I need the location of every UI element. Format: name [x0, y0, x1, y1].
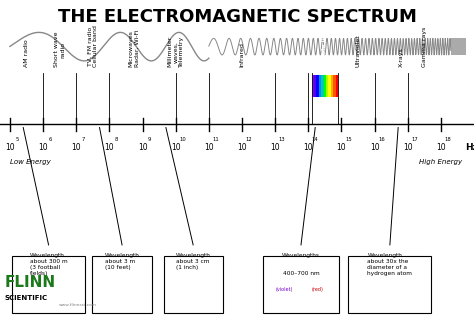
Text: Millimeter
waves,
Telemetry: Millimeter waves, Telemetry [167, 36, 184, 67]
Bar [336, 75, 338, 97]
Text: 10: 10 [403, 143, 412, 151]
Text: Short wave
radio: Short wave radio [54, 32, 65, 67]
Text: 16: 16 [378, 137, 385, 142]
Text: 14: 14 [312, 137, 319, 142]
Text: 17: 17 [411, 137, 418, 142]
FancyBboxPatch shape [12, 256, 85, 313]
Text: 8: 8 [115, 137, 118, 142]
Text: 11: 11 [212, 137, 219, 142]
Text: AM radio: AM radio [24, 40, 29, 67]
Bar [328, 75, 331, 97]
Text: 10: 10 [303, 143, 313, 151]
Text: Wavelengths: Wavelengths [282, 253, 320, 258]
Text: 7: 7 [82, 137, 85, 142]
Bar [314, 75, 317, 97]
FancyBboxPatch shape [263, 256, 339, 313]
Text: Infrared: Infrared [239, 42, 245, 67]
Bar [326, 75, 329, 97]
Bar [331, 75, 334, 97]
Text: 6: 6 [48, 137, 52, 142]
Text: FLINN: FLINN [5, 275, 56, 290]
Bar [319, 75, 321, 97]
Text: 10: 10 [337, 143, 346, 151]
Text: (red): (red) [312, 287, 324, 292]
Text: 10: 10 [436, 143, 446, 151]
Text: Wavelength
about 30x the
diameter of a
hydrogen atom: Wavelength about 30x the diameter of a h… [367, 253, 412, 276]
Text: Gamma rays: Gamma rays [422, 27, 427, 67]
Text: Microwaves
Radar, Wi-Fi: Microwaves Radar, Wi-Fi [129, 30, 140, 67]
Text: Wavelength
about 300 m
(3 football
fields): Wavelength about 300 m (3 football field… [30, 253, 67, 276]
Text: 10: 10 [270, 143, 280, 151]
Text: 18: 18 [445, 137, 451, 142]
Text: 10: 10 [72, 143, 81, 151]
FancyBboxPatch shape [164, 256, 223, 313]
Bar [311, 75, 314, 97]
Text: 12: 12 [246, 137, 252, 142]
Text: 10: 10 [5, 143, 15, 151]
Bar [333, 75, 336, 97]
Text: Visible light: Visible light [322, 26, 328, 67]
Text: Hz: Hz [465, 143, 474, 151]
Text: 9: 9 [148, 137, 151, 142]
Text: Wavelength
about 3 cm
(1 inch): Wavelength about 3 cm (1 inch) [176, 253, 210, 270]
Text: 10: 10 [370, 143, 379, 151]
Text: Wavelength
about 3 m
(10 feet): Wavelength about 3 m (10 feet) [105, 253, 139, 270]
FancyBboxPatch shape [348, 256, 431, 313]
Text: 10: 10 [105, 143, 114, 151]
Text: 10: 10 [204, 143, 214, 151]
Bar [451, 38, 466, 55]
Text: www.flinnsci.com: www.flinnsci.com [59, 303, 97, 307]
Text: SCIENTIFIC: SCIENTIFIC [5, 295, 48, 301]
Text: 10: 10 [179, 137, 186, 142]
Text: X-rays: X-rays [399, 48, 403, 67]
Bar [324, 75, 327, 97]
Text: 15: 15 [345, 137, 352, 142]
Text: 10: 10 [171, 143, 181, 151]
Text: Low Energy: Low Energy [10, 159, 51, 165]
Text: Ultraviolet: Ultraviolet [356, 35, 361, 67]
FancyBboxPatch shape [92, 256, 152, 313]
Text: 10: 10 [138, 143, 147, 151]
Text: TV, FM radio
Cellular band: TV, FM radio Cellular band [87, 26, 98, 67]
Bar [321, 75, 324, 97]
Text: 400–700 nm: 400–700 nm [283, 271, 319, 276]
Text: High Energy: High Energy [419, 159, 463, 165]
Text: 13: 13 [279, 137, 285, 142]
Text: (violet): (violet) [275, 287, 293, 292]
Text: 10: 10 [237, 143, 247, 151]
Text: THE ELECTROMAGNETIC SPECTRUM: THE ELECTROMAGNETIC SPECTRUM [57, 8, 417, 26]
Text: 5: 5 [15, 137, 18, 142]
Text: 10: 10 [38, 143, 48, 151]
Bar [317, 75, 319, 97]
